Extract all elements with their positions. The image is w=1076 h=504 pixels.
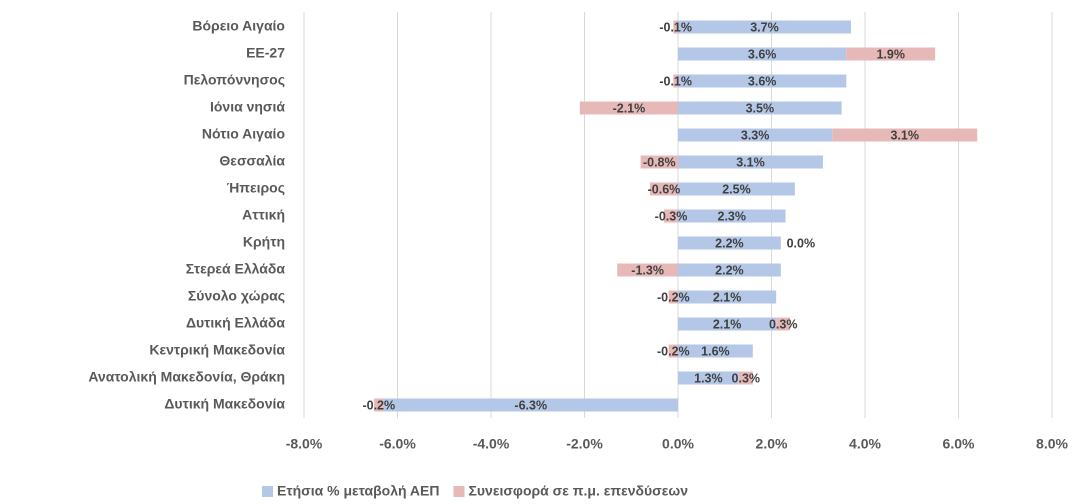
bar (678, 20, 851, 34)
data-label: 3.7% (750, 20, 779, 34)
data-label: -0.2% (362, 398, 395, 412)
data-label: -1.3% (631, 263, 664, 277)
y-tick-label: Ήπειρος (227, 180, 285, 196)
x-tick-label: -2.0% (566, 436, 603, 452)
data-label: 1.9% (876, 47, 905, 61)
y-tick-label: Νότιο Αιγαίο (202, 126, 285, 142)
y-tick-label: Κρήτη (243, 234, 285, 250)
data-label: -0.2% (657, 290, 690, 304)
bar (678, 128, 833, 142)
x-tick-label: 4.0% (849, 436, 881, 452)
x-tick-label: -4.0% (473, 436, 510, 452)
data-label: 3.6% (748, 74, 777, 88)
bar (832, 128, 978, 142)
bar (678, 101, 842, 115)
y-tick-label: Βόρειο Αιγαίο (192, 18, 285, 34)
data-label: 3.1% (890, 128, 919, 142)
y-tick-label: ΕΕ-27 (246, 45, 285, 61)
bar (673, 74, 678, 88)
bar (678, 74, 847, 88)
x-tick-label: -6.0% (379, 436, 416, 452)
bar (678, 290, 777, 304)
x-tick-label: 8.0% (1036, 436, 1068, 452)
legend-label: Συνεισφορά σε π.μ. επενδύσεων (468, 483, 688, 499)
bar (668, 290, 678, 304)
data-label: -0.1% (659, 74, 692, 88)
bar (640, 155, 678, 169)
y-tick-label: Κεντρική Μακεδονία (149, 342, 285, 358)
data-label: -0.1% (659, 20, 692, 34)
bar (738, 371, 753, 385)
bar (678, 182, 795, 196)
y-tick-label: Ανατολική Μακεδονία, Θράκη (88, 369, 285, 385)
data-label: 0.3% (769, 317, 798, 331)
bar (846, 47, 936, 61)
bar (668, 344, 678, 358)
bar (579, 101, 678, 115)
bar (673, 20, 678, 34)
data-label: 2.2% (715, 236, 744, 250)
data-label: -6.3% (514, 398, 547, 412)
bar (617, 263, 678, 277)
data-label: 1.6% (701, 344, 730, 358)
y-tick-label: Ιόνια νησιά (210, 99, 285, 115)
bar (383, 398, 678, 412)
bar (678, 344, 753, 358)
data-label: -0.2% (657, 344, 690, 358)
bar (649, 182, 678, 196)
x-tick-label: -8.0% (286, 436, 323, 452)
data-label: 2.1% (713, 290, 742, 304)
x-tick-label: 6.0% (943, 436, 975, 452)
x-tick-label: 2.0% (756, 436, 788, 452)
data-label: -2.1% (613, 101, 646, 115)
bar (678, 155, 823, 169)
legend-swatch (262, 486, 273, 497)
x-tick-label: 0.0% (662, 436, 694, 452)
data-label: 0.0% (787, 236, 816, 250)
data-label: 2.2% (715, 263, 744, 277)
data-label: 2.3% (718, 209, 747, 223)
data-label: 2.5% (722, 182, 751, 196)
y-tick-label: Δυτική Μακεδονία (164, 396, 285, 412)
y-tick-label: Σύνολο χώρας (188, 288, 285, 304)
bar (678, 371, 739, 385)
legend-label: Ετήσια % μεταβολή ΑΕΠ (277, 483, 439, 499)
y-tick-label: Στερεά Ελλάδα (186, 261, 286, 277)
y-tick-label: Αττική (242, 207, 285, 223)
bar (678, 47, 847, 61)
bar (678, 317, 777, 331)
y-tick-label: Πελοπόννησος (184, 72, 285, 88)
y-tick-label: Θεσσαλία (219, 153, 285, 169)
bar (678, 263, 781, 277)
data-label: 3.5% (746, 101, 775, 115)
bar (678, 236, 781, 250)
data-label: -0.6% (648, 182, 681, 196)
bar (374, 398, 384, 412)
data-label: 2.1% (713, 317, 742, 331)
bar (678, 209, 786, 223)
data-label: 1.3% (694, 371, 723, 385)
data-label: 3.6% (748, 47, 777, 61)
data-label: -0.3% (655, 209, 688, 223)
data-label: 3.1% (736, 155, 765, 169)
y-tick-label: Δυτική Ελλάδα (186, 315, 285, 331)
data-label: -0.8% (643, 155, 676, 169)
bar (776, 317, 791, 331)
legend-swatch (453, 486, 465, 497)
data-label: 0.3% (732, 371, 761, 385)
data-label: 3.3% (741, 128, 770, 142)
bar (663, 209, 678, 223)
